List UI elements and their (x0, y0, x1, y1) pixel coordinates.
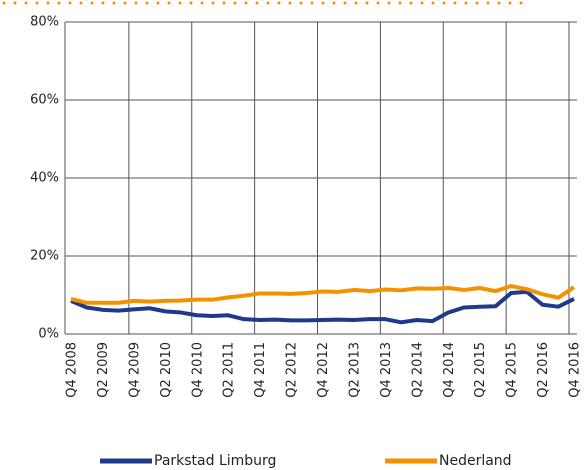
x-tick-label: Q4 2013 (379, 342, 394, 398)
x-tick-label: Q4 2014 (442, 342, 457, 398)
x-tick-label: Q4 2009 (127, 342, 142, 398)
x-tick-label: Q4 2016 (568, 342, 583, 398)
x-tick-label: Q4 2008 (65, 342, 80, 398)
x-tick-label: Q4 2015 (505, 342, 520, 398)
x-tick-label: Q2 2014 (410, 342, 425, 398)
x-tick-label: Q2 2016 (536, 342, 551, 398)
x-tick-label: Q2 2015 (473, 342, 488, 398)
series-line (70, 289, 575, 325)
y-tick-label: 80% (30, 15, 59, 30)
y-tick-label: 60% (30, 93, 59, 108)
y-tick-label: 0% (38, 327, 59, 342)
series-line (70, 284, 576, 305)
x-tick-label: Q2 2009 (96, 342, 111, 398)
legend-label: Nederland (439, 453, 512, 469)
x-tick-label: Q2 2011 (222, 342, 237, 398)
y-tick-label: 20% (30, 249, 59, 264)
y-tick-label: 40% (30, 171, 59, 186)
x-tick-label: Q4 2010 (190, 342, 205, 398)
x-tick-label: Q2 2013 (347, 342, 362, 398)
x-tick-label: Q4 2011 (253, 342, 268, 398)
legend-label: Parkstad Limburg (154, 453, 276, 469)
x-tick-label: Q2 2012 (285, 342, 300, 398)
x-tick-label: Q4 2012 (316, 342, 331, 398)
x-tick-label: Q2 2010 (159, 342, 174, 398)
